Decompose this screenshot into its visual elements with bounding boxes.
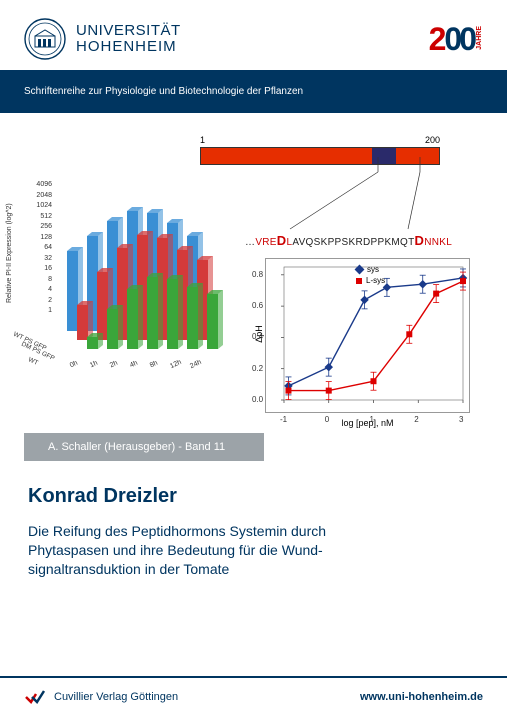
anniversary-label: JAHRE (476, 26, 483, 50)
curve-xtick: 3 (459, 415, 463, 424)
university-logo: UNIVERSITÄT HOHENHEIM (24, 18, 181, 60)
bar3d-ytick: 4 (30, 286, 52, 293)
title-block: Konrad Dreizler Die Reifung des Peptidho… (0, 461, 507, 591)
curve-xtick: 0 (325, 415, 329, 424)
connector-lines-icon (280, 157, 430, 237)
publisher-logo-icon (24, 688, 46, 706)
seq-red2: NNKL (424, 237, 452, 248)
curve-ytick: 0.2 (252, 364, 263, 373)
protein-bar-start: 1 (200, 135, 205, 145)
series-title-strip: Schriftenreihe zur Physiologie und Biote… (0, 70, 507, 113)
bar3d-plot (52, 181, 237, 381)
title-line3: signaltransduktion in der Tomate (28, 560, 479, 579)
anniversary-logo: 2 00 JAHRE (429, 21, 483, 58)
legend-label-sys: sys (367, 265, 379, 274)
dose-response-plot: ΔpH log [pep], nM sys L-sys -10123 0.00.… (265, 258, 470, 413)
bar3d-ytick: 4096 (30, 181, 52, 188)
page-header: UNIVERSITÄT HOHENHEIM 2 00 JAHRE (0, 0, 507, 70)
curve-xtick: 2 (414, 415, 418, 424)
bar3d-ytick: 1024 (30, 202, 52, 209)
bar3d-ytick: 64 (30, 244, 52, 251)
seq-big-d2: D (415, 233, 425, 248)
title-line2: Phytaspasen und ihre Bedeutung für die W… (28, 541, 479, 560)
curve-legend: sys L-sys (356, 265, 385, 287)
bar3d-ytick: 256 (30, 223, 52, 230)
peptide-sequence: …VREDLAVQSKPPSKRDPPKMQTDNNKL (245, 233, 452, 248)
university-name-line2: HOHENHEIM (76, 39, 181, 56)
editor-strip: A. Schaller (Herausgeber) - Band 11 (24, 433, 264, 461)
university-seal-icon (24, 18, 66, 60)
legend-marker-lsys (356, 278, 362, 284)
bar3d-ytick: 2 (30, 297, 52, 304)
protein-bar-end: 200 (425, 135, 440, 145)
bar3d-ytick: 512 (30, 213, 52, 220)
curve-ytick: 0.4 (252, 332, 263, 341)
figure-area: 1 200 …VREDLAVQSKPPSKRDPPKMQTDNNKL Relat… (0, 113, 507, 433)
curve-xtick: -1 (280, 415, 287, 424)
series-title: Schriftenreihe zur Physiologie und Biote… (24, 86, 303, 97)
curve-ytick: 0.6 (252, 301, 263, 310)
bar3d-y-axis-label: Relative PI-II Expression (log^2) (6, 203, 13, 303)
curve-ytick: 0.8 (252, 270, 263, 279)
seq-red1: VRE (255, 237, 276, 248)
title-line1: Die Reifung des Peptidhormons Systemin d… (28, 522, 479, 541)
bar3d-series-label: WT (27, 356, 39, 367)
bar3d-ytick: 1 (30, 307, 52, 314)
bar3d-ytick: 8 (30, 276, 52, 283)
seq-dots: … (245, 237, 255, 248)
university-name: UNIVERSITÄT HOHENHEIM (76, 23, 181, 56)
seq-mid-black: AVQSKPPSKRDPPKMQT (292, 237, 414, 248)
bar3d-ytick: 16 (30, 265, 52, 272)
bar3d-ytick: 128 (30, 234, 52, 241)
curve-x-label: log [pep], nM (266, 418, 469, 428)
university-name-line1: UNIVERSITÄT (76, 23, 181, 40)
legend-marker-sys (355, 265, 365, 275)
editor-text: A. Schaller (Herausgeber) - Band 11 (48, 441, 225, 453)
bar3d-ytick: 32 (30, 255, 52, 262)
publisher-block: Cuvillier Verlag Göttingen (24, 688, 178, 706)
author-name: Konrad Dreizler (28, 485, 479, 508)
anniversary-00: 00 (444, 21, 474, 58)
bar3d-ytick: 2048 (30, 192, 52, 199)
curve-ytick: 0.0 (252, 395, 263, 404)
website-url: www.uni-hohenheim.de (360, 691, 483, 703)
page-footer: Cuvillier Verlag Göttingen www.uni-hohen… (0, 676, 507, 720)
publisher-name: Cuvillier Verlag Göttingen (54, 691, 178, 703)
legend-label-lsys: L-sys (366, 276, 385, 285)
curve-xtick: 1 (370, 415, 374, 424)
expression-bar-chart: Relative PI-II Expression (log^2) 409620… (10, 173, 240, 403)
book-title: Die Reifung des Peptidhormons Systemin d… (28, 522, 479, 579)
